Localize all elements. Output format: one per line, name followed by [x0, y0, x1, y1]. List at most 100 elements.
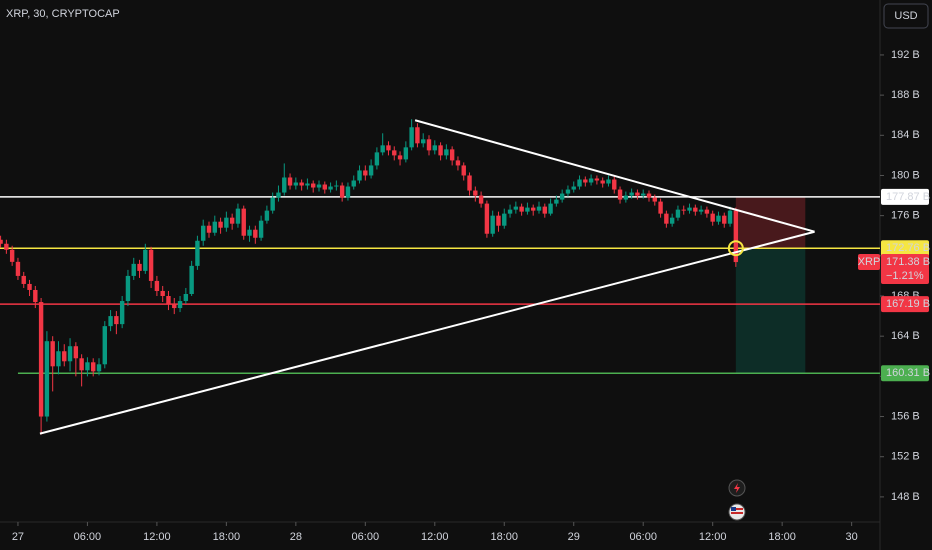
- candle-body: [73, 346, 79, 359]
- x-tick-label: 30: [846, 531, 858, 543]
- level-label-box: [881, 188, 929, 205]
- candle-body: [577, 179, 582, 187]
- y-tick-label: 152 B: [891, 451, 920, 463]
- candle-body: [438, 145, 443, 156]
- candle-body: [4, 243, 9, 250]
- candle-body: [588, 178, 594, 183]
- candle-body: [218, 221, 223, 228]
- candle-body: [235, 208, 241, 224]
- candle-body: [461, 165, 466, 176]
- candle-body: [536, 206, 542, 211]
- candle-body: [432, 145, 437, 151]
- candle-body: [698, 209, 704, 212]
- candle-body: [675, 209, 681, 218]
- candle-body: [629, 192, 634, 196]
- candle-body: [137, 263, 142, 271]
- candle-body: [704, 209, 710, 214]
- candle-body: [56, 351, 61, 367]
- x-tick-label: 18:00: [490, 531, 518, 543]
- candle-body: [270, 197, 275, 211]
- candle-body: [664, 213, 669, 224]
- candle-body: [339, 185, 345, 198]
- candle-body: [67, 346, 73, 362]
- candle-body: [467, 175, 472, 191]
- currency-button[interactable]: [883, 3, 929, 29]
- candle-body: [264, 210, 270, 221]
- flag-stripe: [731, 512, 743, 514]
- candle-body: [195, 240, 200, 266]
- candle-body: [287, 177, 293, 186]
- candle-body: [33, 289, 38, 303]
- candle-body: [571, 186, 576, 190]
- x-tick-label: 06:00: [629, 531, 657, 543]
- candle-body: [247, 229, 252, 236]
- candle-body: [351, 180, 356, 187]
- trendline: [39, 230, 815, 435]
- candle-body: [484, 203, 490, 234]
- y-tick-label: 184 B: [891, 129, 920, 141]
- candle-body: [44, 341, 50, 417]
- entry-marker: [727, 240, 744, 257]
- candle-body: [91, 362, 96, 372]
- candle-body: [363, 170, 368, 176]
- level-label: 167.19 B: [886, 298, 930, 310]
- candle-body: [114, 316, 119, 325]
- candle-body: [311, 183, 316, 188]
- candle-body: [519, 206, 524, 212]
- candle-body: [606, 179, 611, 184]
- candle-body: [444, 149, 449, 156]
- candle-body: [293, 182, 299, 186]
- x-tick-label: 18:00: [768, 531, 796, 543]
- candle-body: [490, 215, 495, 234]
- candle-body: [681, 209, 686, 211]
- candle-body: [201, 225, 206, 241]
- candle-body: [617, 189, 623, 200]
- candle-body: [334, 185, 339, 187]
- candle-body: [635, 192, 640, 196]
- candle-body: [554, 199, 559, 204]
- candle-body: [189, 265, 194, 294]
- candle-body: [403, 147, 409, 160]
- symbol-tag: [858, 254, 880, 271]
- stop-zone: [735, 196, 806, 249]
- candle-body: [96, 364, 102, 372]
- candle-body: [565, 189, 571, 194]
- level-label: 160.31 B: [886, 367, 930, 379]
- candle-body: [102, 326, 107, 365]
- candle-body: [50, 341, 55, 367]
- candle-body: [426, 139, 432, 151]
- last-price-box: [881, 254, 929, 285]
- candle-body: [299, 182, 304, 186]
- candle-body: [241, 208, 246, 236]
- candle-body: [421, 139, 426, 144]
- candle-body: [397, 155, 403, 160]
- candle-body: [322, 184, 327, 190]
- candle-body: [646, 193, 652, 198]
- candle-body: [600, 180, 605, 184]
- candle-body: [316, 184, 322, 188]
- x-tick-label: 27: [12, 531, 24, 543]
- candle-body: [380, 145, 385, 153]
- candle-body: [542, 206, 547, 214]
- event-icons: [728, 479, 746, 521]
- candle-body: [154, 280, 160, 291]
- candle-body: [687, 207, 692, 211]
- candle-body: [507, 209, 513, 214]
- level-label-box: [881, 296, 929, 313]
- candle-body: [455, 160, 461, 166]
- y-tick-label: 164 B: [891, 330, 920, 342]
- candle-body: [478, 195, 484, 204]
- x-tick-label: 12:00: [143, 531, 171, 543]
- flag-stripe: [731, 508, 743, 510]
- candle-body: [345, 186, 351, 198]
- candle-body: [108, 316, 113, 327]
- last-change-label: −1.21%: [886, 270, 924, 282]
- symbol-label: XRP: [858, 256, 881, 268]
- y-tick-label: 188 B: [891, 89, 920, 101]
- x-tick-label: 29: [568, 531, 580, 543]
- candle-body: [143, 249, 148, 271]
- flag-canton: [731, 507, 736, 511]
- candle-body: [166, 296, 171, 305]
